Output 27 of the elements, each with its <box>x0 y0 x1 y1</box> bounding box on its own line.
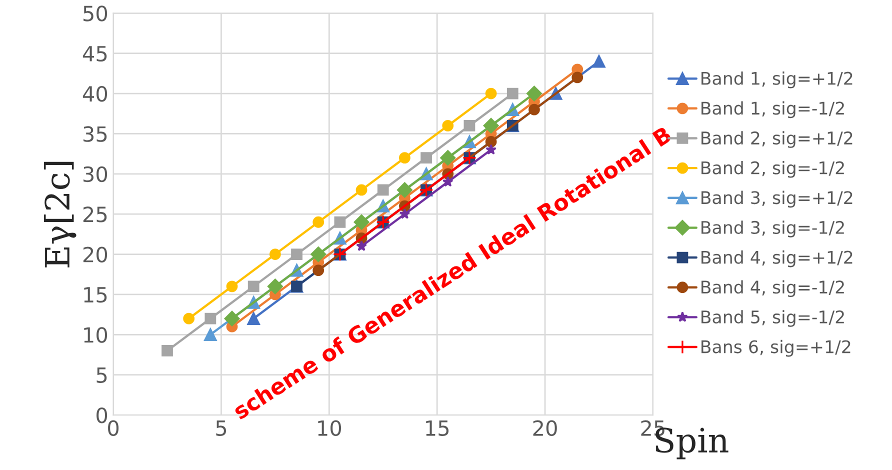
x-tick-label: 10 <box>318 420 342 436</box>
x-tick-label: 0 <box>108 420 119 436</box>
legend-label: Band 1, sig=-1/2 <box>702 101 844 118</box>
y-tick-label: 50 <box>84 6 108 22</box>
legend-label: Band 3, sig=+1/2 <box>702 190 852 208</box>
x-tick-label: 20 <box>533 420 557 436</box>
legend-label: Band 1, sig=+1/2 <box>702 71 852 88</box>
x-tick-label: 15 <box>426 420 449 436</box>
legend-label: Band 2, sig=+1/2 <box>702 131 852 148</box>
y-axis-title: Eγ[2c] <box>44 162 76 268</box>
legend-label: Band 5, sig=-1/2 <box>702 310 844 327</box>
y-tick-label: 45 <box>82 46 107 62</box>
y-tick-label: 25 <box>83 206 107 222</box>
legend-label: Band 4, sig=-1/2 <box>702 280 844 298</box>
legend-label: Bans 6, sig=+1/2 <box>702 340 850 357</box>
y-tick-label: 40 <box>82 86 108 102</box>
y-tick-label: 20 <box>83 246 108 262</box>
legend-label: Band 2, sig=-1/2 <box>702 160 844 178</box>
legend-label: Band 4, sig=+1/2 <box>702 250 852 268</box>
legend-label: Band 3, sig=-1/2 <box>702 220 844 238</box>
y-tick-label: 30 <box>84 166 108 182</box>
y-tick-label: 15 <box>84 287 107 303</box>
y-tick-label: 35 <box>84 126 107 142</box>
y-tick-label: 0 <box>96 407 108 424</box>
x-tick-label: 5 <box>216 420 226 436</box>
y-tick-label: 5 <box>96 368 107 384</box>
y-tick-label: 10 <box>84 327 108 343</box>
